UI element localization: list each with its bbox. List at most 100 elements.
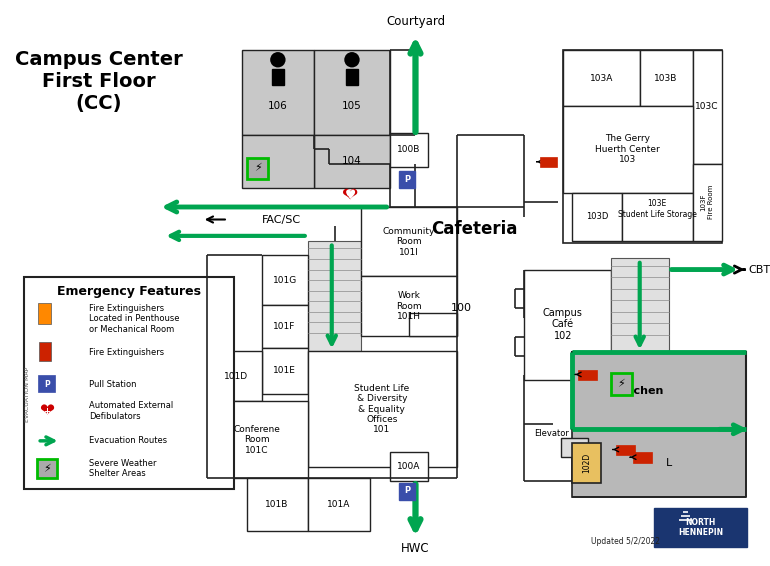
Text: FAC/SC: FAC/SC [262,215,300,225]
Text: Emergency Features: Emergency Features [57,285,201,298]
Text: Work
Room
101H: Work Room 101H [396,291,421,321]
Text: Campus
Café
102: Campus Café 102 [543,308,583,341]
Bar [243,50,314,135]
Text: Elevator: Elevator [534,428,568,438]
Text: Kitchen: Kitchen [616,386,664,396]
Bar [399,483,416,500]
Text: 103E
Student Life Storage: 103E Student Life Storage [618,199,697,218]
Text: HWC: HWC [401,542,430,555]
Text: ♥: ♥ [344,189,356,202]
Text: Fire Extinguishers: Fire Extinguishers [89,348,164,357]
Bar [572,192,622,241]
Text: 103D: 103D [586,212,608,221]
Text: 100: 100 [451,303,472,313]
Bar [24,277,233,489]
Text: 103A: 103A [590,74,613,83]
Text: ⚡: ⚡ [618,379,625,389]
Text: Courtyard: Courtyard [386,15,445,28]
Text: 102D: 102D [582,453,591,473]
Text: 106: 106 [268,101,288,111]
Text: 101F: 101F [273,322,296,331]
Bar [561,438,588,457]
Bar [247,158,268,179]
Text: +: + [346,190,354,200]
Text: Conferene
Room
101C: Conferene Room 101C [233,425,280,455]
Text: P: P [403,174,410,183]
Text: 101E: 101E [273,366,296,375]
Bar [314,50,390,135]
Text: 100B: 100B [397,145,420,154]
Bar [572,429,745,496]
Text: 103B: 103B [654,74,678,83]
Text: 103C: 103C [695,102,719,112]
Bar [247,478,308,531]
Bar [399,171,416,188]
Text: 100A: 100A [397,462,420,471]
Text: NORTH
HENNEPIN: NORTH HENNEPIN [678,518,723,537]
Text: CBT: CBT [748,264,770,275]
Text: Fire Extinguishers
Located in Penthouse
or Mechanical Room: Fire Extinguishers Located in Penthouse … [89,304,179,333]
Bar [611,374,632,395]
Bar [360,207,457,276]
Text: ❤: ❤ [342,186,358,205]
FancyArrow shape [272,70,283,85]
Text: P: P [403,486,410,495]
Text: +: + [43,406,50,415]
Text: Cafeteria: Cafeteria [431,220,517,238]
Text: ❤: ❤ [39,402,55,420]
Bar [308,241,360,351]
Bar [572,443,601,483]
Bar [563,106,693,192]
Bar [622,192,693,241]
Bar [640,50,693,106]
Bar [572,352,745,429]
Text: Student Life
& Diversity
& Equality
Offices
101: Student Life & Diversity & Equality Offi… [354,384,410,434]
Bar [308,351,457,467]
Bar [206,401,308,478]
Text: Pull Station: Pull Station [89,380,137,389]
Bar [263,349,308,394]
Text: 103F
Fire Room: 103F Fire Room [701,185,714,220]
Bar [263,255,308,305]
Bar [616,445,635,455]
Text: Updated 5/2/2022: Updated 5/2/2022 [591,537,660,546]
Bar [308,478,370,531]
Text: Evacuation Routes: Evacuation Routes [89,436,167,445]
Bar [633,452,652,463]
Bar [37,459,56,478]
Bar [540,157,557,166]
Bar [390,133,428,166]
Text: 101G: 101G [273,276,296,285]
Bar [578,370,598,380]
Text: ♀: ♀ [277,72,279,73]
Text: L: L [665,458,671,468]
Circle shape [344,52,360,67]
Text: 105: 105 [342,101,362,111]
Bar [314,135,390,188]
Text: 101A: 101A [326,500,350,509]
Text: Severe Weather
Shelter Areas: Severe Weather Shelter Areas [89,459,157,478]
Bar [409,313,457,336]
Text: Community
Room
101I: Community Room 101I [383,227,435,256]
FancyArrow shape [346,70,358,85]
Bar [654,508,747,547]
Bar [611,258,668,352]
Text: ⚡: ⚡ [43,464,51,474]
Bar [693,50,721,164]
Text: EVACUATION MAP: EVACUATION MAP [25,367,30,422]
Bar [390,452,428,481]
Bar [38,375,55,392]
Bar [263,305,308,349]
Bar [693,164,721,241]
Bar [243,135,314,188]
Bar [563,50,721,243]
Text: Automated External
Defibulators: Automated External Defibulators [89,401,173,421]
Text: 101D: 101D [224,372,249,381]
Text: The Gerry
Huerth Center
103: The Gerry Huerth Center 103 [594,134,660,164]
Circle shape [270,52,286,67]
Text: Campus Center
First Floor
(CC): Campus Center First Floor (CC) [15,50,182,113]
Bar [524,269,611,380]
Text: 104: 104 [342,156,362,166]
Bar [563,50,640,106]
Bar [212,351,263,401]
